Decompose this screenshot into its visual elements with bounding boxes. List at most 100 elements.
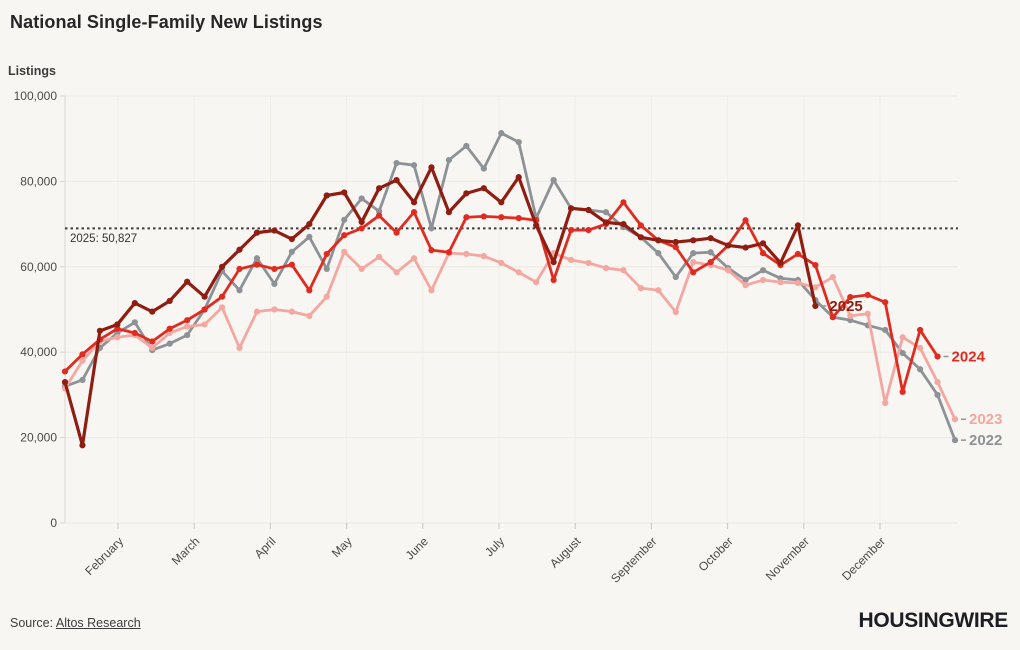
series-point-2024 xyxy=(428,247,435,254)
series-point-2023 xyxy=(899,334,906,341)
series-point-2024 xyxy=(498,214,505,221)
series-point-2023 xyxy=(585,259,592,267)
series-point-2022 xyxy=(463,142,470,150)
series-point-2022 xyxy=(951,437,959,444)
series-point-2024 xyxy=(114,325,121,332)
y-tick-label: 100,000 xyxy=(14,89,58,103)
series-point-2023 xyxy=(341,248,348,255)
series-point-2025 xyxy=(690,237,697,244)
y-tick-label: 60,000 xyxy=(20,260,57,274)
series-point-2023 xyxy=(463,250,470,258)
month-label: April xyxy=(252,534,279,561)
series-point-2022 xyxy=(288,248,295,255)
series-point-2024 xyxy=(480,213,487,220)
series-point-2024 xyxy=(812,261,819,269)
series-point-2025 xyxy=(131,299,138,307)
series-point-2024 xyxy=(620,199,627,206)
y-tick-label: 0 xyxy=(50,516,57,530)
month-label: August xyxy=(547,534,584,571)
series-point-2023 xyxy=(218,304,226,311)
series-point-2023 xyxy=(602,264,610,272)
y-axis-title: Listings xyxy=(8,64,56,78)
reference-line-label: 2025: 50,827 xyxy=(70,233,138,245)
series-point-2023 xyxy=(567,256,575,264)
month-label: December xyxy=(839,534,888,583)
series-point-2024 xyxy=(847,294,854,301)
series-point-2024 xyxy=(410,209,418,216)
page-title: National Single-Family New Listings xyxy=(10,12,323,32)
series-point-2025 xyxy=(707,235,714,242)
series-point-2025 xyxy=(323,192,330,199)
month-label: March xyxy=(169,534,202,567)
series-point-2023 xyxy=(288,308,295,315)
series-point-2024 xyxy=(184,317,191,324)
y-tick-label: 80,000 xyxy=(20,174,57,188)
series-point-2023 xyxy=(271,306,278,313)
series-point-2025 xyxy=(201,293,208,300)
series-point-2024 xyxy=(393,229,400,236)
series-point-2024 xyxy=(916,326,924,334)
series-point-2023 xyxy=(794,279,802,287)
series-point-2023 xyxy=(376,253,383,261)
series-point-2023 xyxy=(480,253,487,260)
series-point-2022 xyxy=(131,319,138,326)
series-point-2025 xyxy=(567,205,575,212)
series-point-2023 xyxy=(515,269,522,276)
series-point-2023 xyxy=(725,267,732,274)
series-point-2022 xyxy=(498,130,505,137)
series-point-2025 xyxy=(253,229,261,236)
series-point-2023 xyxy=(672,308,679,316)
series-point-2022 xyxy=(253,255,261,262)
series-point-2023 xyxy=(812,284,819,291)
series-point-2023 xyxy=(498,259,505,267)
series-point-2025 xyxy=(306,221,313,228)
series-point-2023 xyxy=(410,255,418,262)
series-label-2022: 2022 xyxy=(969,432,1002,449)
source-link[interactable]: Altos Research xyxy=(55,616,141,630)
series-point-2022 xyxy=(410,162,418,169)
series-point-2025 xyxy=(445,209,453,216)
series-point-2023 xyxy=(358,265,365,273)
series-line-2024 xyxy=(63,200,939,394)
series-point-2025 xyxy=(428,164,435,171)
series-point-2025 xyxy=(96,327,104,334)
series-point-2022 xyxy=(690,250,697,257)
series-point-2025 xyxy=(61,378,69,386)
series-point-2023 xyxy=(655,287,662,294)
series-point-2022 xyxy=(934,391,941,398)
series-point-2022 xyxy=(707,249,714,256)
series-point-2025 xyxy=(166,297,173,305)
series-point-2023 xyxy=(882,399,889,407)
series-point-2025 xyxy=(218,263,226,270)
month-label: July xyxy=(482,534,507,559)
series-point-2024 xyxy=(341,232,348,239)
series-point-2022 xyxy=(358,195,365,202)
series-point-2023 xyxy=(951,416,959,423)
series-point-2025 xyxy=(794,222,802,229)
series-line-2022 xyxy=(63,131,957,442)
series-point-2024 xyxy=(759,250,767,257)
series-point-2025 xyxy=(759,240,767,247)
series-point-2022 xyxy=(306,233,313,241)
series-point-2025 xyxy=(585,206,592,214)
month-label: May xyxy=(329,534,355,560)
series-point-2023 xyxy=(847,312,854,320)
series-point-2024 xyxy=(323,250,330,258)
series-point-2025 xyxy=(777,259,784,267)
series-point-2022 xyxy=(114,329,121,337)
series-point-2023 xyxy=(253,308,261,315)
series-point-2023 xyxy=(759,276,767,284)
source-note: Source: Altos Research xyxy=(10,616,141,630)
series-point-2023 xyxy=(79,357,86,364)
series-point-2022 xyxy=(236,287,243,294)
series-label-2023: 2023 xyxy=(969,411,1002,428)
series-point-2025 xyxy=(655,237,662,244)
series-point-2024 xyxy=(271,265,278,273)
series-point-2024 xyxy=(690,269,697,276)
month-label: June xyxy=(403,534,432,563)
series-point-2025 xyxy=(271,227,278,234)
series-point-2023 xyxy=(236,344,243,352)
series-point-2022 xyxy=(428,225,435,232)
